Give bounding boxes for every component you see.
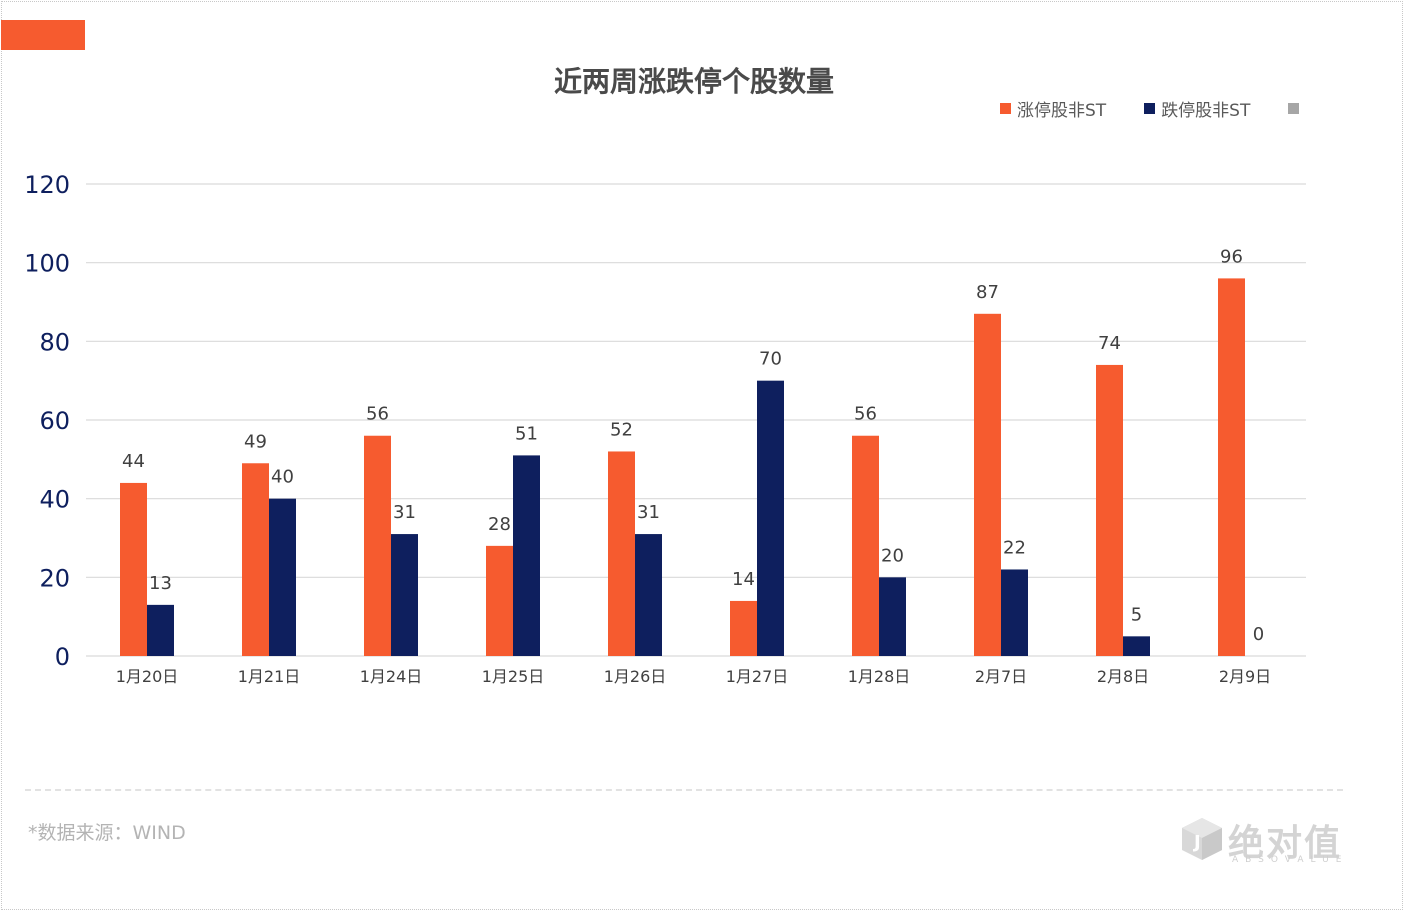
legend-label-limit-down: 跌停股非ST <box>1161 100 1251 121</box>
bar-limit-down <box>635 534 662 656</box>
x-tick-label: 1月26日 <box>604 667 667 686</box>
bar-limit-up <box>364 435 391 656</box>
data-label: 28 <box>488 514 511 535</box>
legend-item-limit-down: 跌停股非ST <box>1144 96 1250 121</box>
data-label: 40 <box>271 467 294 488</box>
bar-limit-down <box>147 604 174 656</box>
bar-limit-down <box>1123 636 1150 656</box>
x-tick-label: 2月8日 <box>1097 667 1149 686</box>
y-tick-label: 40 <box>39 486 70 514</box>
data-label: 31 <box>393 502 416 523</box>
data-label: 5 <box>1131 604 1142 625</box>
data-label: 56 <box>366 404 389 425</box>
x-tick-label: 1月25日 <box>482 667 545 686</box>
legend-label-limit-up: 涨停股非ST <box>1017 100 1107 121</box>
x-tick-label: 1月27日 <box>726 667 789 686</box>
y-tick-label: 60 <box>39 407 70 435</box>
x-tick-label: 2月9日 <box>1219 667 1271 686</box>
data-source-note: *数据来源：WIND <box>28 822 186 844</box>
bar-limit-up <box>974 313 1001 656</box>
bar-limit-up <box>120 482 147 656</box>
data-label: 14 <box>732 569 755 590</box>
bar-limit-down <box>879 577 906 656</box>
legend-swatch-empty <box>1288 102 1300 114</box>
accent-bar <box>1 20 85 50</box>
data-label: 13 <box>149 573 172 594</box>
y-tick-label: 0 <box>55 643 70 671</box>
brand-logo: J 绝对值 ABSOVALUE <box>1180 814 1360 870</box>
legend-item-limit-up: 涨停股非ST <box>1000 96 1106 121</box>
logo-subtext: ABSOVALUE <box>1232 855 1349 865</box>
legend-swatch-limit-up <box>1000 102 1011 114</box>
bar-limit-down <box>391 534 418 656</box>
cube-icon: J <box>1182 818 1222 860</box>
data-label: 44 <box>122 451 145 472</box>
bar-limit-up <box>242 463 269 656</box>
bar-limit-up <box>852 435 879 656</box>
data-label: 22 <box>1003 537 1026 558</box>
data-label: 51 <box>515 423 538 444</box>
bar-limit-up <box>730 600 757 656</box>
data-label: 87 <box>976 282 999 303</box>
data-label: 31 <box>637 502 660 523</box>
data-label: 49 <box>244 431 267 452</box>
legend-swatch-limit-down <box>1144 102 1156 114</box>
y-tick-label: 100 <box>24 250 70 278</box>
bar-limit-down <box>757 380 784 656</box>
data-label: 56 <box>854 404 877 425</box>
bar-limit-up <box>608 451 635 656</box>
data-label: 0 <box>1253 624 1264 645</box>
svg-text:J: J <box>1192 832 1201 853</box>
bar-limit-down <box>1001 569 1028 656</box>
data-label: 74 <box>1098 333 1121 354</box>
data-label: 96 <box>1220 246 1243 267</box>
x-tick-label: 2月7日 <box>975 667 1027 686</box>
bar-limit-up <box>486 545 513 656</box>
y-tick-label: 120 <box>24 171 70 199</box>
bar-limit-down <box>269 498 296 656</box>
data-label: 52 <box>610 419 633 440</box>
x-tick-label: 1月28日 <box>848 667 911 686</box>
legend-item-empty <box>1288 102 1305 114</box>
data-label: 20 <box>881 545 904 566</box>
chart-title: 近两周涨跌停个股数量 <box>553 65 834 98</box>
footer-divider <box>25 789 1343 791</box>
x-tick-label: 1月24日 <box>360 667 423 686</box>
bar-limit-up <box>1218 278 1245 656</box>
x-tick-label: 1月21日 <box>238 667 301 686</box>
logo-text: 绝对值 <box>1228 823 1343 864</box>
bar-limit-down <box>513 455 540 656</box>
y-tick-label: 80 <box>39 328 70 356</box>
x-tick-label: 1月20日 <box>116 667 179 686</box>
y-tick-label: 20 <box>39 564 70 592</box>
bar-limit-up <box>1096 364 1123 656</box>
legend: 涨停股非ST 跌停股非ST <box>1000 96 1343 121</box>
data-label: 70 <box>759 349 782 370</box>
